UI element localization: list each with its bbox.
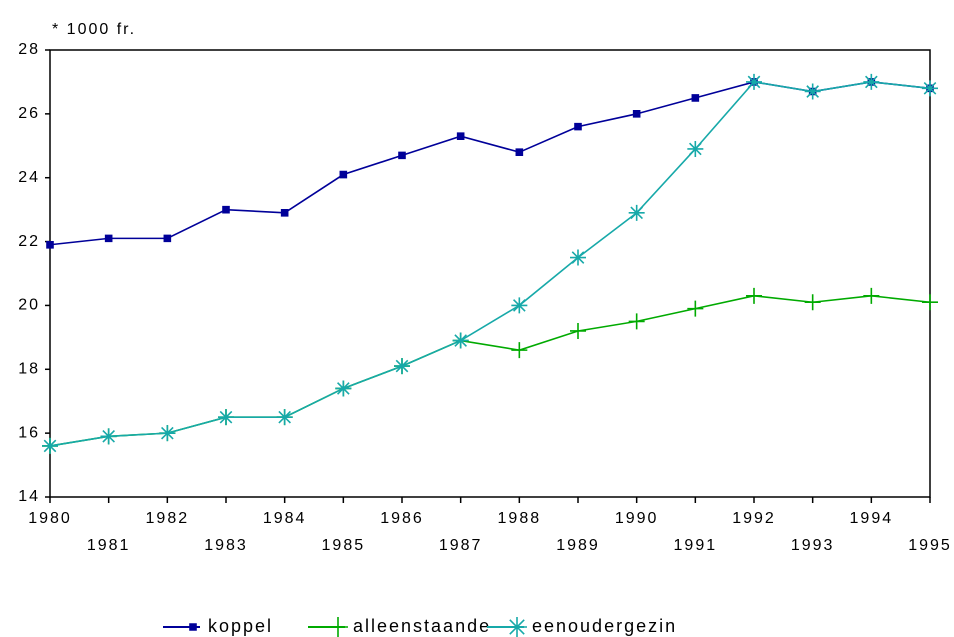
x-tick-label: 1985	[322, 537, 366, 554]
legend-marker	[328, 617, 348, 637]
data-point	[515, 148, 524, 156]
data-point	[863, 73, 880, 90]
data-point	[691, 94, 700, 102]
x-tick-label: 1986	[380, 510, 424, 527]
series-line	[49, 81, 931, 447]
x-tick-label: 1981	[87, 537, 131, 554]
data-point	[511, 297, 528, 314]
x-tick-label: 1993	[791, 537, 835, 554]
data-point	[922, 294, 938, 311]
x-tick-label: 1982	[146, 510, 190, 527]
data-point	[276, 409, 293, 426]
data-point	[804, 83, 821, 100]
y-tick-label: 28	[18, 41, 40, 58]
x-tick-label: 1992	[732, 510, 776, 527]
data-point	[104, 234, 113, 243]
y-tick-label: 14	[18, 488, 40, 505]
x-tick-label: 1989	[556, 537, 600, 554]
data-point	[804, 294, 821, 311]
data-point	[570, 249, 586, 266]
data-point	[46, 240, 54, 249]
data-point	[687, 300, 704, 317]
x-tick-label: 1988	[498, 510, 542, 527]
x-tick-label: 1991	[674, 537, 718, 554]
data-point	[687, 140, 704, 157]
y-tick-label: 26	[18, 105, 40, 122]
legend-marker	[189, 623, 197, 631]
x-tick-label: 1980	[28, 510, 72, 527]
y-tick-label: 24	[18, 169, 40, 186]
data-point	[746, 287, 762, 304]
data-point	[159, 425, 176, 442]
x-tick-label: 1995	[908, 537, 952, 554]
data-point	[163, 234, 172, 243]
legend-label: alleenstaande	[353, 616, 491, 636]
data-point	[218, 409, 234, 426]
data-point	[922, 80, 938, 97]
data-point	[42, 437, 58, 454]
data-point	[863, 287, 880, 304]
plot-frame	[49, 49, 931, 498]
x-tick-label: 1987	[439, 537, 483, 554]
data-point	[511, 342, 528, 359]
x-tick-label: 1994	[850, 510, 894, 527]
data-point	[746, 73, 762, 90]
y-tick-label: 18	[18, 361, 40, 378]
y-tick-label: 22	[18, 233, 40, 250]
data-point	[628, 204, 645, 221]
data-point	[632, 110, 641, 118]
data-point	[339, 170, 348, 179]
series-line	[49, 295, 931, 447]
data-point	[398, 151, 406, 160]
x-tick-label: 1983	[204, 537, 248, 554]
data-point	[628, 313, 645, 330]
legend-label: koppel	[208, 616, 273, 636]
data-point	[335, 380, 352, 397]
y-tick-label: 20	[18, 297, 40, 314]
data-point	[394, 358, 410, 375]
x-tick-label: 1990	[615, 510, 659, 527]
legend-marker	[507, 617, 527, 637]
y-tick-label: 16	[18, 424, 40, 441]
data-point	[280, 209, 289, 217]
y-unit-label: * 1000 fr.	[52, 21, 136, 38]
data-point	[570, 322, 586, 339]
data-point	[222, 205, 230, 214]
data-point	[456, 132, 465, 141]
data-point	[100, 428, 117, 445]
data-point	[452, 332, 469, 349]
series-line	[49, 81, 931, 246]
x-tick-label: 1984	[263, 510, 307, 527]
legend-label: eenoudergezin	[532, 616, 677, 636]
data-point	[574, 122, 582, 131]
